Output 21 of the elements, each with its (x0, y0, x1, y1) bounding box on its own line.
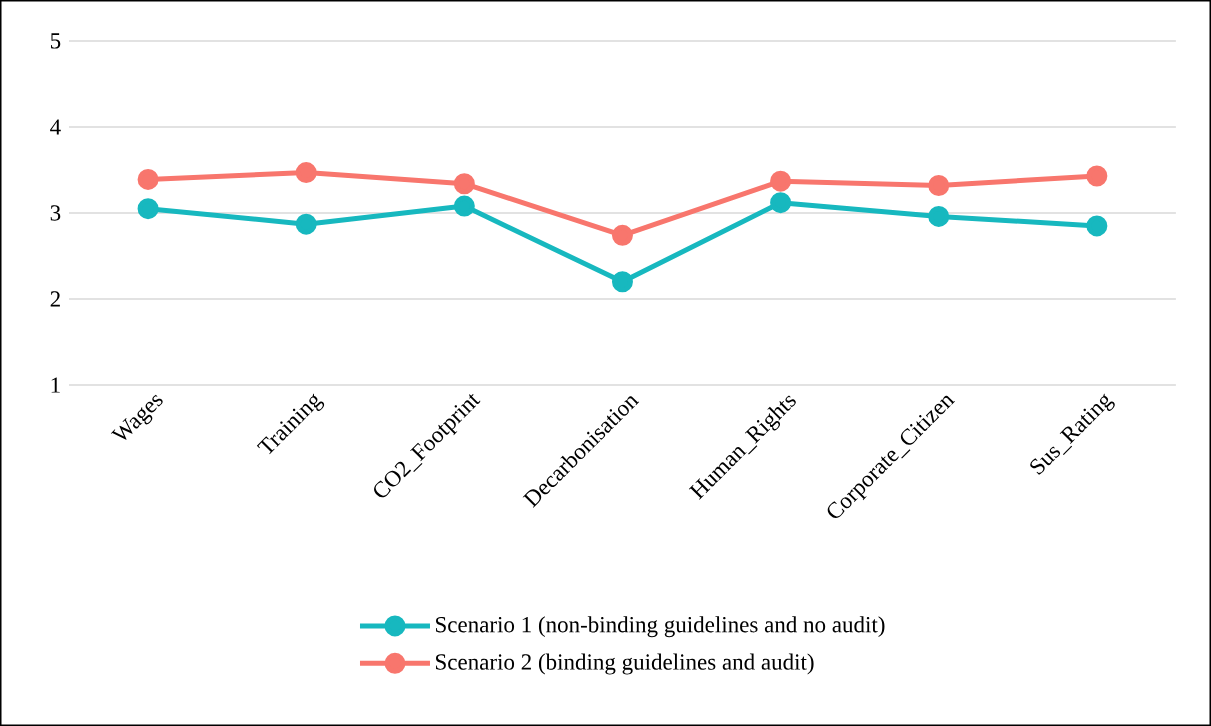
point (928, 174, 950, 196)
point (1086, 215, 1108, 237)
point (1086, 165, 1108, 187)
legend-label: Scenario 2 (binding guidelines and audit) (436, 653, 814, 675)
point (295, 213, 317, 235)
point (770, 170, 792, 192)
y-tick-label: 3 (50, 205, 61, 221)
point (453, 173, 475, 195)
y-tick-label: 4 (50, 119, 61, 135)
point (137, 198, 159, 220)
y-tick-label: 1 (51, 377, 60, 393)
point (295, 162, 317, 184)
point (137, 168, 159, 190)
y-tick-label: 5 (50, 33, 61, 49)
legend-label: Scenario 1 (non-binding guidelines and no audit) (436, 616, 885, 638)
point (453, 195, 475, 217)
point (770, 192, 792, 214)
point (611, 271, 633, 293)
y-tick-label: 2 (50, 291, 60, 307)
point (928, 205, 950, 227)
point (611, 224, 633, 246)
